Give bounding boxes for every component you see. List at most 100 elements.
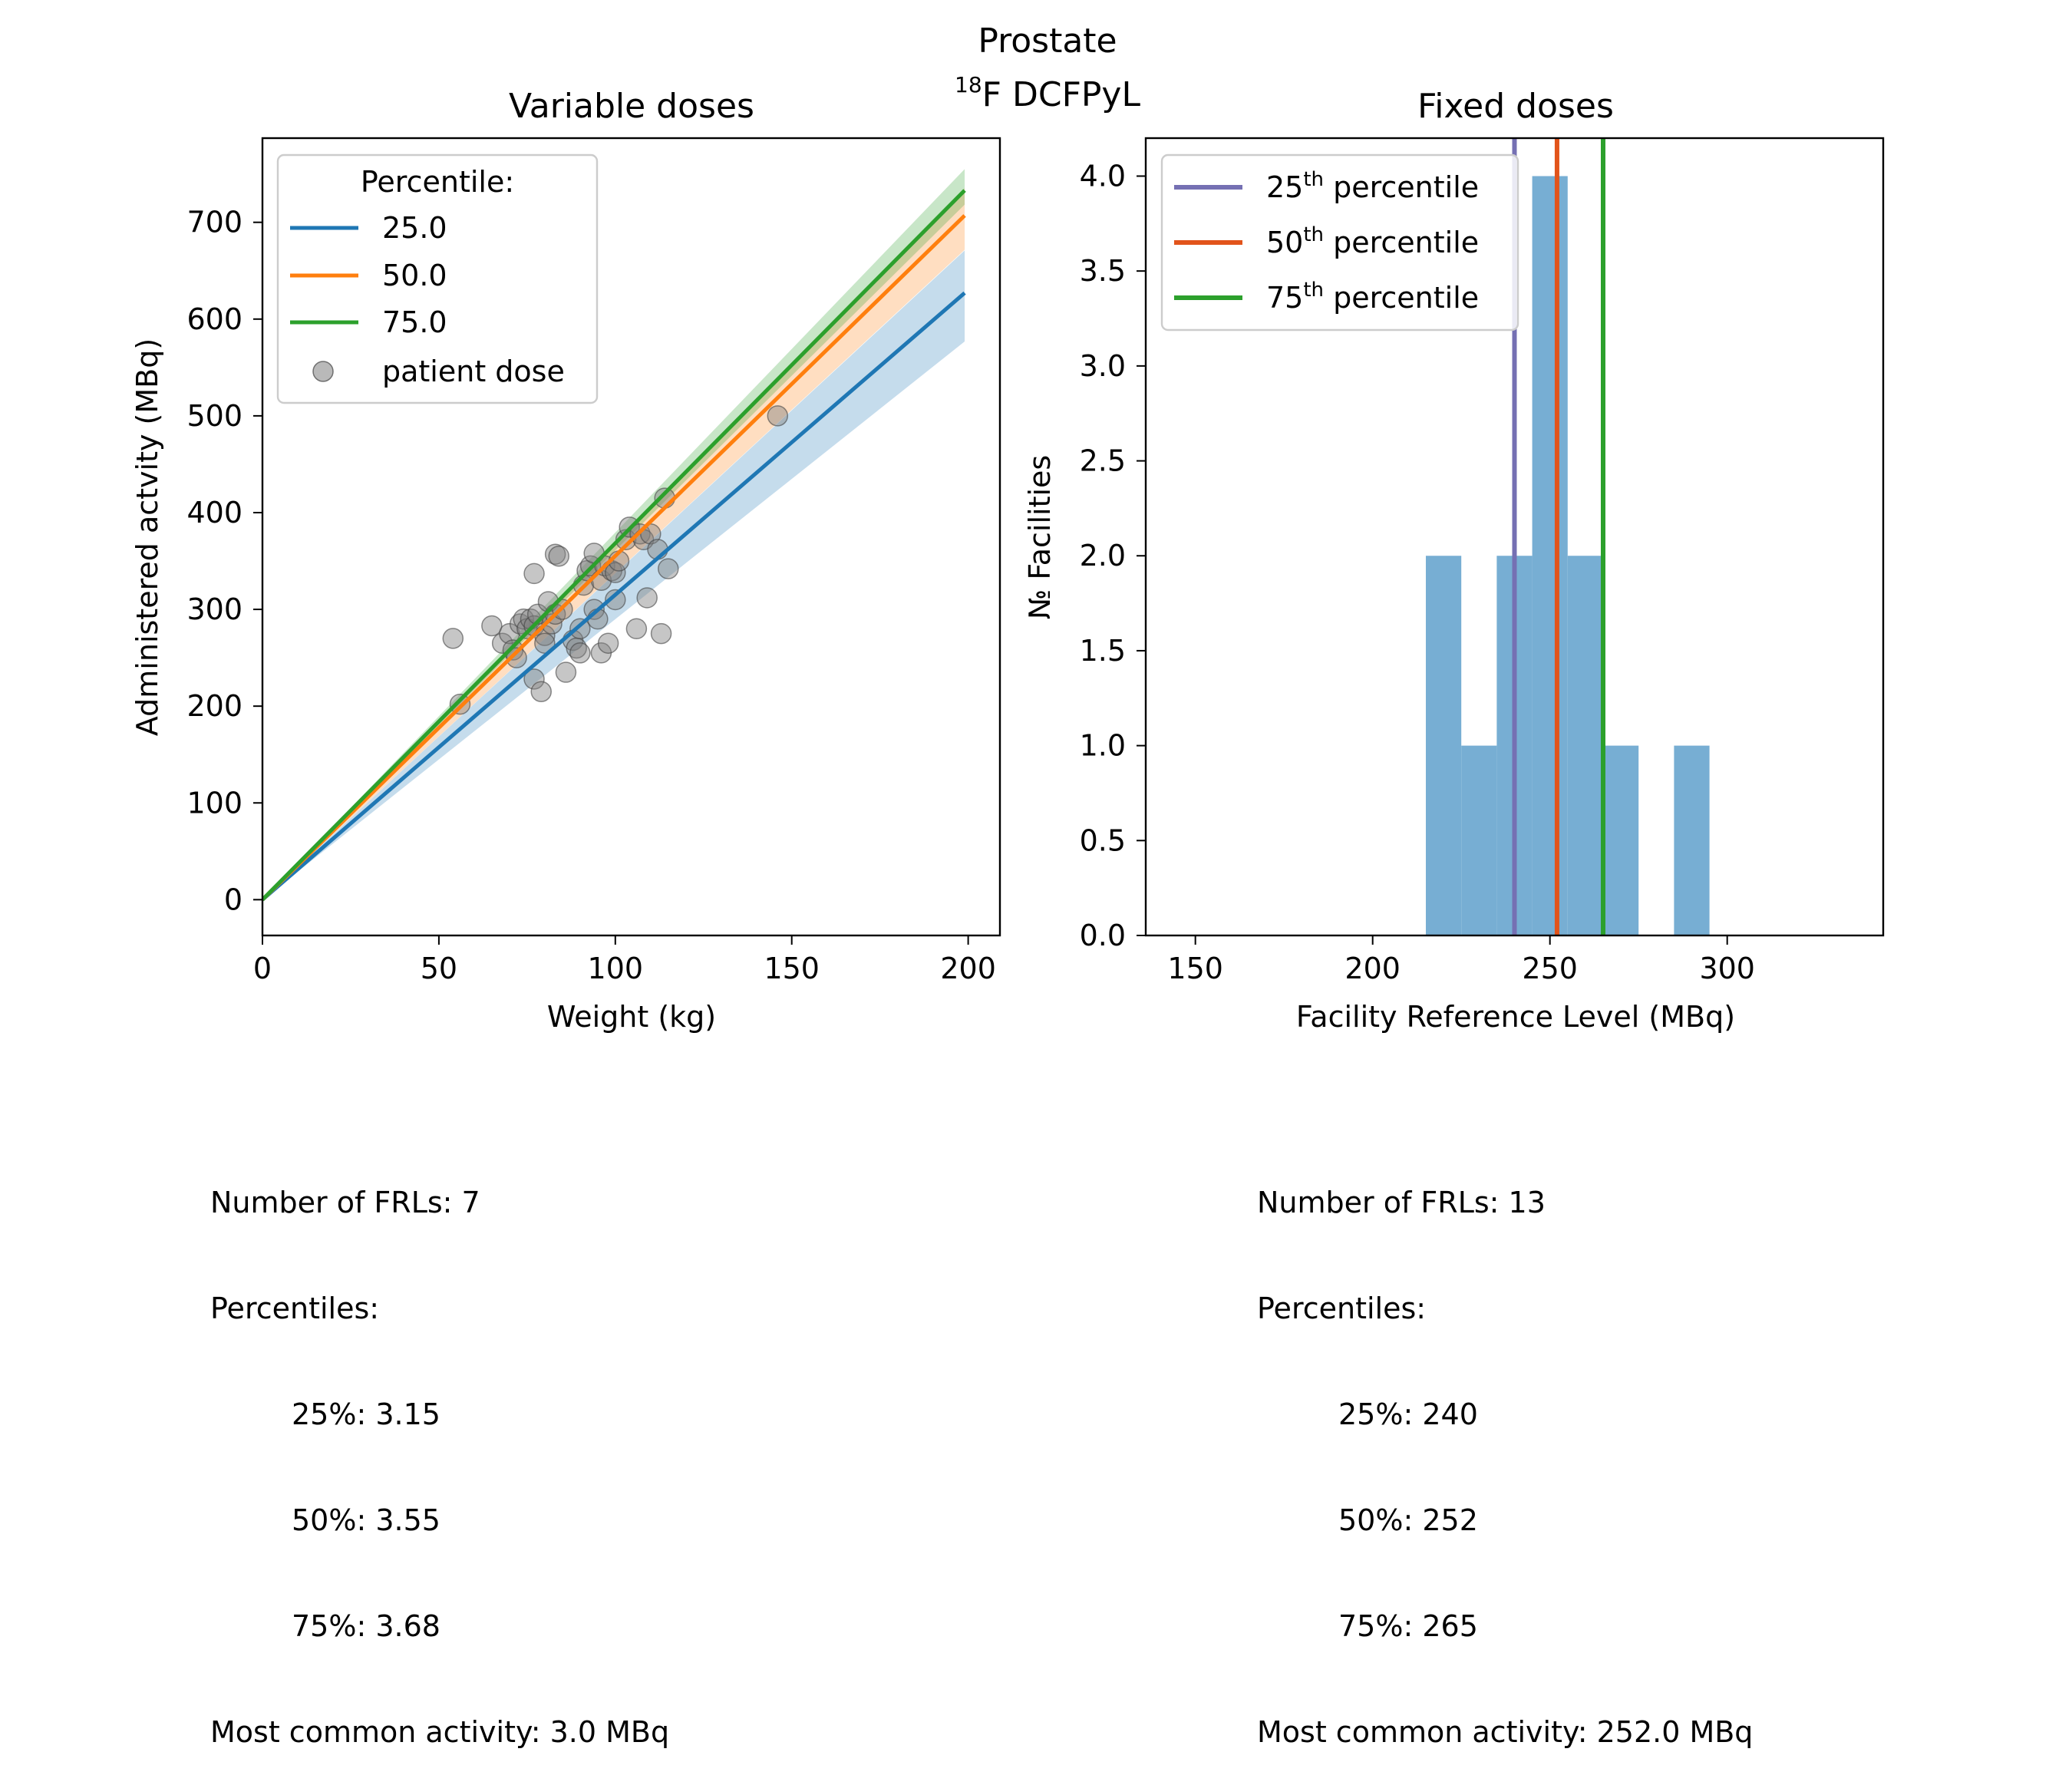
legend-p25-sup: th (1303, 168, 1324, 191)
left-stats-p75: 75%: 3.68 (292, 1609, 440, 1643)
patient-dose-point (625, 618, 648, 640)
band-25.0 (262, 250, 965, 900)
right-stats-p75: 75%: 265 (1338, 1609, 1478, 1643)
series-line-75.0 (262, 189, 966, 902)
x-tick-label: 100 (588, 952, 644, 985)
patient-dose-point (658, 558, 679, 579)
y-tick-label: 200 (186, 689, 243, 723)
left-axes-frame (261, 137, 1001, 937)
right-title: Fixed doses (1417, 87, 1614, 126)
y-tick-label: 2.0 (1080, 539, 1126, 572)
y-tick-label: 4.0 (1080, 159, 1126, 193)
patient-dose-point (534, 632, 556, 654)
histogram-bar (1603, 745, 1639, 935)
legend-label-p75: 75th percentile (1266, 279, 1479, 315)
right-stats-p50: 50%: 252 (1338, 1503, 1478, 1537)
right-legend: 25th percentile 50th percentile 75th per… (1160, 153, 1519, 332)
suptitle-line1: Prostate (978, 21, 1117, 61)
y-tick-label: 500 (186, 399, 243, 433)
left-legend: Percentile: 25.0 50.0 75.0 patient dose (276, 153, 599, 404)
right-xlabel: Facility Reference Level (MBq) (1296, 1000, 1735, 1034)
right-legend-box (1160, 153, 1519, 332)
legend-p25-num: 25 (1266, 170, 1303, 204)
x-tick-label: 200 (940, 952, 996, 985)
patient-dose-point (636, 587, 658, 609)
y-tick-label: 1.0 (1080, 729, 1126, 763)
right-stats: Number of FRLs: 13 Percentiles: 25%: 240… (1257, 1114, 1753, 1785)
y-tick-label: 700 (186, 206, 243, 239)
x-tick-label: 150 (764, 952, 820, 985)
y-tick-label: 3.5 (1080, 254, 1126, 288)
legend-label-50: 50.0 (382, 259, 447, 292)
histogram-bar (1461, 745, 1497, 935)
right-stats-mode: Most common activity: 252.0 MBq (1257, 1715, 1754, 1749)
x-tick-label: 300 (1699, 952, 1755, 985)
left-stats-mode: Most common activity: 3.0 MBq (210, 1715, 670, 1749)
patient-dose-point (506, 647, 527, 668)
y-tick-label: 0 (224, 883, 243, 916)
legend-label-p50: 50th percentile (1266, 223, 1479, 259)
left-stats: Number of FRLs: 7 Percentiles: 25%: 3.15… (210, 1114, 669, 1785)
suptitle-line2: 18F DCFPyL (955, 72, 1140, 114)
legend-p75-word: percentile (1324, 281, 1479, 315)
left-stats-percentiles-header: Percentiles: (210, 1292, 380, 1325)
patient-dose-point (569, 618, 591, 640)
patient-dose-point (481, 615, 503, 637)
left-stats-p50: 50%: 3.55 (292, 1503, 440, 1537)
x-tick-label: 0 (253, 952, 272, 985)
patient-dose-point (555, 662, 577, 683)
right-stats-count: Number of FRLs: 13 (1257, 1186, 1546, 1219)
legend-p75-num: 75 (1266, 281, 1303, 315)
left-stats-p25: 25%: 3.15 (292, 1397, 440, 1431)
legend-label-p25: 25th percentile (1266, 168, 1479, 204)
left-xlabel: Weight (kg) (547, 1000, 716, 1034)
variable-doses-chart: Variable doses 0 50 100 150 200 0 100 200 300 400… (130, 87, 1001, 1034)
patient-dose-point (544, 543, 566, 565)
legend-scatter-marker (312, 361, 334, 382)
legend-label-patient-dose: patient dose (382, 355, 565, 388)
y-tick-label: 400 (186, 496, 243, 530)
tracer-name: F DCFPyL (982, 75, 1141, 114)
legend-label-25: 25.0 (382, 211, 447, 245)
left-stats-count: Number of FRLs: 7 (210, 1186, 480, 1219)
histogram-bar (1425, 556, 1462, 935)
left-ylabel: Administered actvity (MBq) (130, 338, 164, 736)
fixed-doses-chart: Fixed doses 150 200 250 300 0.0 0.5 1.0 1.5 2.0 2… (1023, 87, 1885, 1034)
y-tick-label: 600 (186, 302, 243, 336)
patient-dose-point (650, 622, 672, 645)
legend-label-75: 75.0 (382, 305, 447, 339)
left-legend-title: Percentile: (361, 165, 514, 199)
legend-p50-sup: th (1303, 223, 1324, 246)
y-tick-label: 0.0 (1080, 919, 1126, 952)
patient-dose-point (767, 405, 789, 427)
patient-dose-point (523, 563, 545, 585)
patient-dose-point (449, 693, 471, 715)
y-tick-label: 2.5 (1080, 444, 1126, 478)
x-tick-label: 200 (1344, 952, 1401, 985)
patient-dose-point (605, 562, 626, 583)
band-75.0 (262, 169, 965, 900)
patient-dose-point (597, 632, 619, 654)
right-stats-percentiles-header: Percentiles: (1257, 1292, 1427, 1325)
left-title: Variable doses (509, 87, 754, 126)
patient-dose-point (548, 545, 569, 567)
legend-p25-word: percentile (1324, 170, 1479, 204)
histogram-bar (1532, 176, 1568, 935)
patient-dose-point (530, 681, 552, 702)
histogram-bar (1674, 745, 1710, 935)
right-axes-frame (1144, 137, 1885, 937)
histogram-bar (1567, 556, 1604, 935)
left-legend-box (276, 153, 599, 404)
y-tick-label: 0.5 (1080, 823, 1126, 857)
y-tick-label: 300 (186, 592, 243, 626)
legend-p75-sup: th (1303, 279, 1324, 302)
legend-p50-num: 50 (1266, 226, 1303, 259)
series-line-50.0 (262, 214, 966, 902)
y-tick-label: 3.0 (1080, 349, 1126, 383)
right-stats-p25: 25%: 240 (1338, 1397, 1478, 1431)
patient-dose-point (523, 668, 545, 690)
patient-dose-point (569, 642, 591, 664)
legend-p50-word: percentile (1324, 226, 1479, 259)
patient-dose-point (442, 628, 464, 649)
x-tick-label: 50 (421, 952, 457, 985)
